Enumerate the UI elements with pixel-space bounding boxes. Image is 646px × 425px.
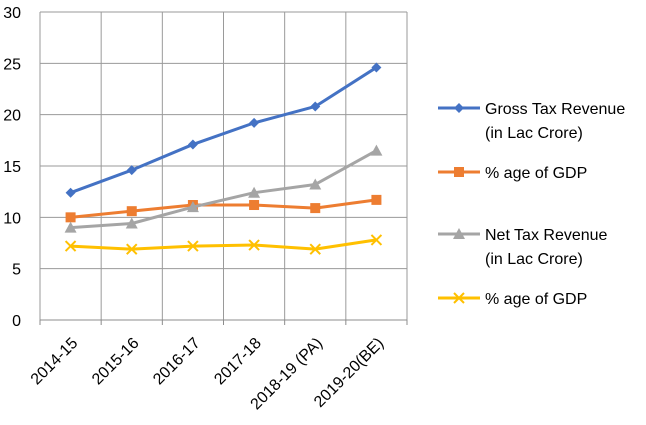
series-group: [64, 62, 383, 255]
marker-stroke: [248, 239, 260, 251]
legend-label: % age of GDP: [485, 291, 587, 308]
data-point-marker: [370, 144, 383, 156]
data-point-marker: [453, 292, 465, 304]
x-tick-label: 2014-15: [28, 335, 82, 389]
data-point-marker: [65, 187, 76, 198]
legend-item-4: % age of GDP: [438, 291, 587, 308]
data-point-marker: [64, 240, 77, 252]
legend: Gross Tax Revenue (in Lac Crore) % age of …: [438, 101, 625, 308]
x-tick-label: 2017-18: [211, 335, 265, 389]
data-point-marker: [371, 194, 382, 205]
data-point-marker: [126, 206, 137, 217]
data-point-marker: [248, 239, 260, 251]
data-point-marker: [187, 240, 199, 252]
data-point-marker: [310, 203, 321, 214]
legend-item-3: Net Tax Revenue (in Lac Crore): [438, 227, 608, 268]
data-point-marker: [186, 201, 199, 213]
y-tick-label: 5: [12, 262, 21, 279]
gridlines: [39, 11, 408, 320]
legend-label: % age of GDP: [485, 165, 587, 182]
series-line: [70, 198, 377, 219]
series-line: [70, 238, 377, 251]
series-line: [70, 66, 378, 195]
data-point-marker: [64, 221, 77, 233]
data-point-marker: [126, 243, 138, 255]
data-point-marker: [371, 62, 382, 73]
marker-stroke: [309, 243, 321, 255]
legend-item-1: Gross Tax Revenue (in Lac Crore): [438, 101, 625, 142]
legend-label: (in Lac Crore): [485, 125, 583, 142]
y-tick-label: 30: [3, 5, 21, 22]
series-3: [64, 144, 383, 233]
data-point-marker: [125, 217, 138, 229]
data-point-marker: [65, 212, 76, 223]
data-point-marker: [370, 234, 383, 246]
y-tick-label: 15: [3, 159, 21, 176]
data-point-marker: [248, 186, 261, 198]
data-point-marker: [249, 117, 260, 128]
series-4: [64, 234, 383, 255]
marker-stroke: [187, 240, 199, 252]
data-point-marker: [187, 139, 198, 150]
y-tick-label: 0: [12, 313, 21, 330]
marker-stroke: [370, 234, 383, 246]
data-point-marker: [309, 243, 321, 255]
series-1: [65, 62, 382, 198]
marker-stroke: [126, 243, 138, 255]
axes: [39, 319, 408, 325]
legend-item-2: % age of GDP: [438, 165, 587, 182]
x-tick-label: 2016-17: [150, 335, 204, 389]
legend-label: Net Tax Revenue: [485, 227, 608, 244]
data-point-marker: [454, 103, 464, 113]
legend-label: (in Lac Crore): [485, 251, 583, 268]
y-tick-label: 20: [3, 108, 21, 125]
data-point-marker: [249, 200, 260, 211]
x-tick-label: 2015-16: [89, 335, 143, 389]
data-point-marker: [310, 101, 321, 112]
data-point-marker: [309, 178, 322, 190]
marker-stroke: [64, 240, 77, 252]
data-point-marker: [126, 165, 137, 176]
series-line: [70, 149, 378, 230]
marker-stroke: [453, 292, 465, 304]
legend-label: Gross Tax Revenue: [485, 101, 625, 118]
y-tick-label: 25: [3, 56, 21, 73]
y-axis-ticks: 0 5 10 15 20 25 30: [3, 5, 21, 330]
y-tick-label: 10: [3, 210, 21, 227]
data-point-marker: [453, 228, 465, 239]
data-point-marker: [454, 167, 464, 177]
